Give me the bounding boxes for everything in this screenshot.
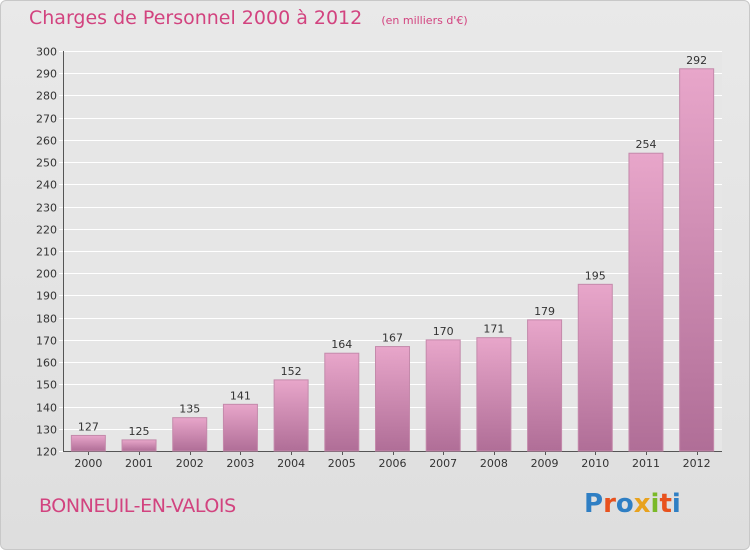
- bar-2000: [70, 434, 106, 452]
- place-name: BONNEUIL-EN-VALOIS: [39, 495, 236, 517]
- y-tick-label: 140: [36, 402, 57, 415]
- value-label: 135: [179, 403, 200, 416]
- x-tick-label: 2002: [176, 457, 204, 470]
- logo-letter: i: [650, 489, 660, 519]
- y-tick-label: 180: [36, 313, 57, 326]
- x-tick-label: 2011: [632, 457, 660, 470]
- x-tick-label: 2009: [531, 457, 559, 470]
- logo-letter: x: [633, 489, 651, 519]
- y-tick-label: 130: [36, 424, 57, 437]
- value-label: 141: [230, 389, 251, 402]
- value-label: 179: [534, 305, 555, 318]
- x-tick-label: 2012: [683, 457, 711, 470]
- y-tick-label: 250: [36, 157, 57, 170]
- y-tick-label: 200: [36, 268, 57, 281]
- y-tick-label: 190: [36, 290, 57, 303]
- value-label: 254: [635, 138, 656, 151]
- y-tick-label: 280: [36, 90, 57, 103]
- logo-letter: o: [615, 489, 634, 519]
- x-tick-label: 2007: [429, 457, 457, 470]
- y-tick-label: 160: [36, 357, 57, 370]
- x-tick-label: 2003: [226, 457, 254, 470]
- value-label: 127: [78, 420, 99, 433]
- x-tick-label: 2001: [125, 457, 153, 470]
- y-tick-label: 150: [36, 379, 57, 392]
- bar-2006: [375, 346, 410, 452]
- logo-letter: i: [671, 489, 681, 519]
- value-label: 195: [585, 269, 606, 282]
- value-label: 167: [382, 332, 403, 345]
- y-tick-label: 230: [36, 202, 57, 215]
- bar-2012: [679, 68, 715, 452]
- y-tick-label: 210: [36, 246, 57, 259]
- bar-2002: [172, 417, 208, 452]
- logo-letter: r: [603, 489, 616, 519]
- y-tick-label: 240: [36, 179, 57, 192]
- x-tick-label: 2010: [581, 457, 609, 470]
- bar-2010: [577, 283, 613, 452]
- value-label: 125: [129, 425, 150, 438]
- value-label: 171: [483, 323, 504, 336]
- bar-2008: [476, 337, 512, 452]
- y-tick-label: 120: [36, 446, 57, 459]
- y-tick-label: 170: [36, 335, 57, 348]
- chart-subtitle: (en milliers d'€): [381, 14, 468, 27]
- x-tick-label: 2005: [328, 457, 356, 470]
- value-label: 152: [281, 365, 302, 378]
- chart-title: Charges de Personnel 2000 à 2012: [29, 7, 363, 29]
- y-tick-label: 290: [36, 68, 57, 81]
- y-tick-label: 300: [36, 46, 57, 59]
- x-tick-label: 2006: [379, 457, 407, 470]
- bar-2001: [121, 439, 157, 452]
- proxiti-logo[interactable]: Proxiti: [584, 489, 681, 519]
- logo-letter: t: [659, 489, 672, 519]
- y-tick-label: 220: [36, 224, 57, 237]
- x-tick-label: 2008: [480, 457, 508, 470]
- x-tick-label: 2000: [74, 457, 102, 470]
- y-tick-label: 260: [36, 135, 57, 148]
- bar-2004: [273, 379, 309, 452]
- value-label: 170: [433, 325, 454, 338]
- logo-letter: P: [584, 489, 604, 519]
- y-tick-label: 270: [36, 113, 57, 126]
- bar-2005: [324, 352, 360, 452]
- value-label: 164: [331, 338, 352, 351]
- bar-2009: [527, 319, 563, 452]
- bar-2003: [222, 403, 258, 452]
- bar-2011: [628, 152, 664, 452]
- bar-2007: [425, 339, 461, 452]
- x-tick-label: 2004: [277, 457, 305, 470]
- value-label: 292: [686, 54, 707, 67]
- title-row: Charges de Personnel 2000 à 2012 (en mil…: [29, 7, 468, 29]
